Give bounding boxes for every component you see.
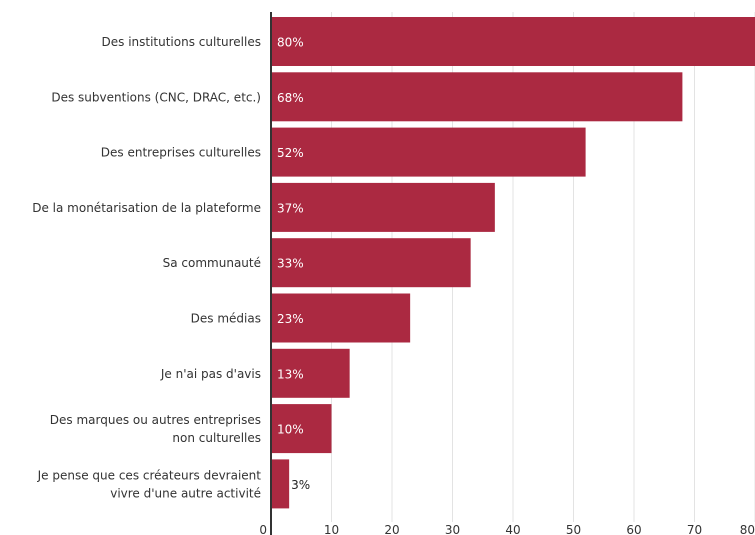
bar-data-label: 3% — [291, 478, 310, 492]
bars-group: 80% 68% 52% 37% 33% 23% 13% 10% 3% — [271, 17, 755, 509]
category-label: De la monétarisation de la plateforme — [32, 201, 261, 215]
bar — [271, 293, 411, 343]
bar — [271, 17, 755, 66]
category-label: Des entreprises culturelles — [101, 146, 261, 160]
category-label: Des institutions culturelles — [102, 35, 262, 49]
bar — [271, 72, 683, 122]
category-label: Des subventions (CNC, DRAC, etc.) — [51, 90, 261, 104]
category-labels: Des institutions culturelles Des subventi… — [32, 35, 261, 500]
bar — [271, 182, 495, 232]
bar-data-label: 80% — [277, 36, 304, 50]
x-tick-label: 20 — [384, 523, 399, 535]
x-tick-label: 80 — [740, 523, 755, 535]
bar — [271, 238, 471, 288]
bar — [271, 404, 332, 454]
bar — [271, 459, 290, 509]
x-tick-label: 60 — [626, 523, 641, 535]
bar-data-label: 10% — [277, 423, 304, 437]
x-tick-labels: 0 10 20 30 40 50 60 70 80 — [259, 523, 755, 535]
category-label: non culturelles — [172, 431, 261, 445]
category-label: Je n'ai pas d'avis — [160, 367, 261, 381]
x-tick-label: 10 — [324, 523, 339, 535]
bar-data-label: 68% — [277, 91, 304, 105]
category-label: Des médias — [191, 312, 261, 326]
category-label: vivre d'une autre activité — [110, 486, 261, 500]
x-tick-label: 0 — [259, 523, 267, 535]
bar-data-label: 13% — [277, 367, 304, 381]
bar-data-label: 23% — [277, 312, 304, 326]
bar — [271, 127, 586, 177]
category-label: Sa communauté — [163, 256, 261, 270]
category-label: Je pense que ces créateurs devraient — [37, 468, 262, 482]
bar — [271, 348, 350, 398]
bar-data-label: 33% — [277, 257, 304, 271]
x-tick-label: 70 — [687, 523, 702, 535]
x-tick-label: 50 — [566, 523, 581, 535]
category-label: Des marques ou autres entreprises — [50, 413, 261, 427]
bar-data-label: 37% — [277, 201, 304, 215]
bar-data-label: 52% — [277, 146, 304, 160]
x-tick-label: 40 — [505, 523, 520, 535]
x-tick-label: 30 — [445, 523, 460, 535]
